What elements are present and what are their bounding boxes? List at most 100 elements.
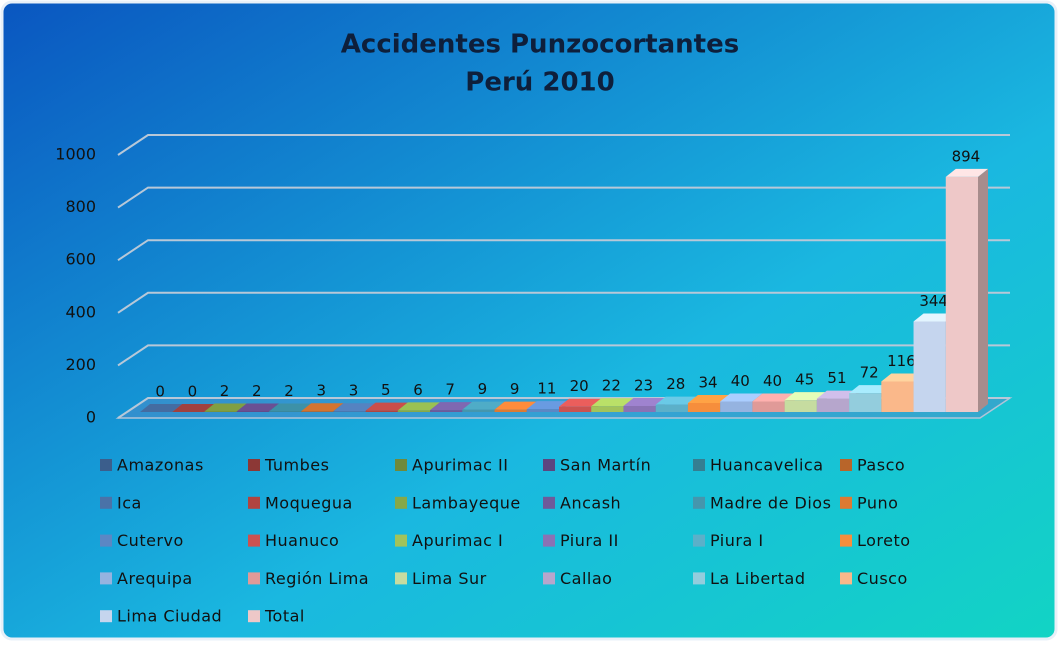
legend-label: Cutervo <box>117 531 184 550</box>
value-label: 116 <box>887 352 916 370</box>
bar-face <box>204 411 237 412</box>
legend-swatch <box>248 496 260 509</box>
legend-label: Loreto <box>857 531 911 550</box>
legend-swatch <box>840 459 852 471</box>
value-label: 0 <box>155 383 165 401</box>
bar-face <box>849 385 892 394</box>
legend-label: Región Lima <box>265 569 369 588</box>
y-tick-label: 200 <box>65 355 96 374</box>
bar-face <box>623 405 656 412</box>
value-label: 40 <box>763 372 782 390</box>
legend-swatch <box>248 610 260 623</box>
legend-label: Lima Sur <box>412 569 487 588</box>
y-tick-label: 800 <box>65 197 96 216</box>
bar-face <box>591 406 624 412</box>
bar-face <box>849 393 882 412</box>
bar-face <box>881 373 924 382</box>
bar-face <box>268 411 302 412</box>
bar-face <box>945 176 978 412</box>
value-label: 3 <box>349 382 359 400</box>
legend-swatch <box>248 572 260 585</box>
bar <box>945 168 988 412</box>
bar-face <box>687 403 721 412</box>
bar-face <box>720 393 763 402</box>
legend-label: Piura I <box>710 531 764 550</box>
bar-face <box>140 404 183 412</box>
legend-swatch <box>840 534 852 547</box>
legend-swatch <box>100 534 112 547</box>
bar-face <box>236 411 269 412</box>
legend-label: Cusco <box>857 569 908 588</box>
y-tick-label: 1000 <box>55 145 96 164</box>
bar-face <box>591 398 634 407</box>
value-label: 5 <box>381 381 391 399</box>
legend-label: Piura II <box>560 531 619 550</box>
bar-face <box>945 168 988 177</box>
bar-face <box>397 402 441 411</box>
value-label: 0 <box>188 383 198 401</box>
bar-face <box>978 168 988 412</box>
value-label: 6 <box>413 381 423 399</box>
value-label: 9 <box>478 380 488 398</box>
legend-swatch <box>543 459 555 471</box>
legend-label: La Libertad <box>710 569 805 588</box>
bar-face <box>462 409 495 412</box>
legend-label: Callao <box>560 569 612 588</box>
value-label: 40 <box>731 372 750 390</box>
value-label: 20 <box>570 377 589 395</box>
bar-face <box>494 409 527 412</box>
legend-label: Lima Ciudad <box>117 607 222 626</box>
bar-face <box>816 390 860 399</box>
bar-face <box>268 403 312 412</box>
value-label: 3 <box>316 382 326 400</box>
bar <box>591 398 634 412</box>
bar-face <box>397 410 431 412</box>
legend-swatch <box>248 459 260 471</box>
bar-face <box>236 403 279 412</box>
legend-label: Tumbes <box>264 456 329 475</box>
legend-swatch <box>395 534 407 547</box>
bar-face <box>655 396 698 405</box>
legend-label: Lambayeque <box>412 493 521 512</box>
bar-face <box>913 321 946 412</box>
bar-face <box>881 381 914 412</box>
bar <box>140 404 183 412</box>
y-tick-label: 0 <box>86 408 96 427</box>
value-label: 34 <box>698 374 717 392</box>
legend-label: Huanuco <box>265 531 339 550</box>
legend-label: Amazonas <box>117 456 204 475</box>
legend-swatch <box>693 534 705 547</box>
legend-label: Huancavelica <box>710 456 824 475</box>
legend-label: Puno <box>857 493 898 512</box>
legend-swatch <box>100 459 112 471</box>
bar-face <box>623 397 666 406</box>
bar-face <box>172 404 215 412</box>
grid-line <box>117 344 1010 367</box>
value-label: 28 <box>666 375 685 393</box>
bar-face <box>559 398 602 407</box>
legend-swatch <box>395 459 407 471</box>
bar-face <box>462 401 505 410</box>
value-label: 51 <box>827 369 846 387</box>
bar-face <box>913 313 956 322</box>
legend-label: Apurimac II <box>412 456 508 475</box>
value-label: 72 <box>860 364 879 382</box>
value-label: 45 <box>795 371 814 389</box>
bar-face <box>204 403 247 412</box>
chart-title: Perú 2010 <box>465 68 614 98</box>
value-label: 22 <box>602 377 621 395</box>
bar-face <box>784 392 827 401</box>
legend-label: Madre de Dios <box>710 493 831 512</box>
legend-label: Arequipa <box>117 569 193 588</box>
bar <box>687 395 731 412</box>
bar-face <box>687 395 731 404</box>
value-label: 344 <box>919 292 948 310</box>
bar-face <box>365 402 408 411</box>
value-label: 9 <box>510 380 520 398</box>
legend-swatch <box>693 496 705 509</box>
bar-face <box>752 401 785 412</box>
value-label: 2 <box>252 382 262 400</box>
grid-line <box>117 239 1010 262</box>
legend-label: Pasco <box>857 456 905 475</box>
